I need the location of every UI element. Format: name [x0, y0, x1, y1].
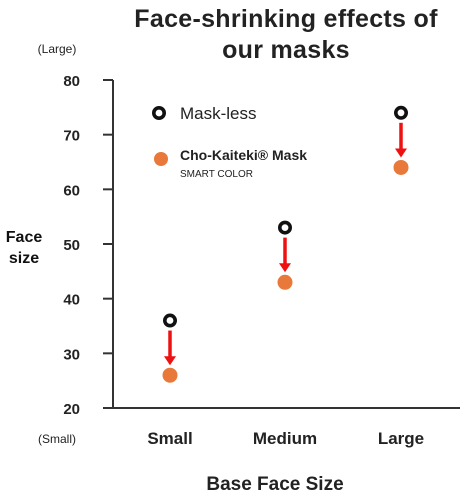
y-tick-label: 20 [63, 401, 80, 418]
reduction-arrow-head [164, 356, 176, 366]
legend-mask-sublabel: SMART COLOR [180, 169, 253, 180]
reduction-arrow-head [279, 263, 291, 273]
legend-mask-label: Cho-Kaiteki® Mask [180, 147, 307, 163]
reduction-arrow-head [395, 148, 407, 158]
x-category-label: Medium [253, 429, 317, 448]
legend-mask-marker [154, 152, 168, 166]
y-tick-label: 60 [63, 182, 80, 199]
points [162, 105, 409, 383]
y-bottom-note: (Small) [38, 432, 76, 446]
legend-maskless-marker [152, 106, 167, 121]
point-maskless [163, 313, 178, 328]
y-top-note: (Large) [38, 42, 77, 56]
chart-title-line-1: Face-shrinking effects of [134, 5, 438, 33]
y-axis-label-line-1: Face [6, 229, 43, 246]
y-tick-label: 40 [63, 292, 80, 309]
point-mask [277, 274, 293, 290]
y-tick-label: 30 [63, 346, 80, 363]
point-maskless [277, 220, 292, 235]
point-maskless [393, 105, 408, 120]
y-axis-label-line-2: size [9, 250, 39, 267]
chart-title-line-2: our masks [222, 36, 350, 64]
legend-maskless-label: Mask-less [180, 104, 257, 123]
point-mask [162, 367, 178, 383]
x-category-label: Large [378, 429, 424, 448]
x-axis-label: Base Face Size [206, 474, 343, 495]
point-mask [393, 159, 409, 175]
y-ticks: 20 30 40 50 60 70 80 [63, 73, 113, 418]
y-tick-label: 80 [63, 73, 80, 90]
arrows [164, 122, 407, 366]
y-tick-label: 70 [63, 128, 80, 145]
legend: Mask-less Cho-Kaiteki® Mask SMART COLOR [152, 104, 307, 180]
x-categories: Small Medium Large [147, 429, 424, 448]
y-tick-label: 50 [63, 237, 80, 254]
x-category-label: Small [147, 429, 192, 448]
